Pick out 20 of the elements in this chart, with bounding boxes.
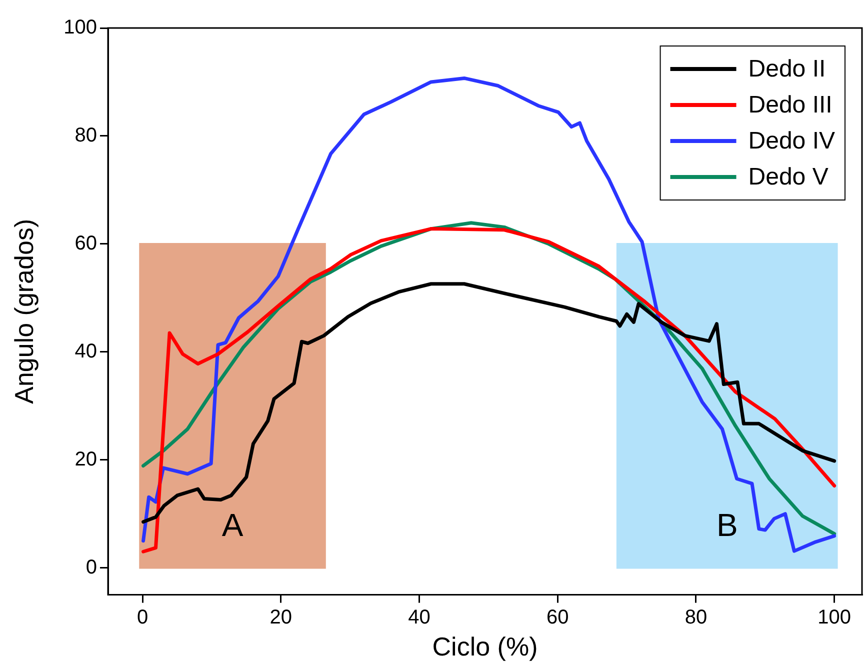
- band-label: A: [222, 506, 244, 543]
- y-tick-label: 20: [74, 448, 97, 470]
- x-tick-label: 40: [408, 606, 430, 628]
- x-tick-label: 60: [546, 606, 569, 628]
- y-tick-label: 0: [86, 556, 97, 578]
- y-tick-label: 40: [74, 340, 97, 362]
- x-tick-label: 0: [137, 606, 148, 628]
- y-tick-label: 80: [74, 124, 97, 146]
- y-tick-label: 100: [64, 16, 97, 39]
- x-tick-label: 20: [270, 606, 292, 628]
- y-axis-title: Angulo (grados): [8, 218, 39, 404]
- x-axis-title: Ciclo (%): [432, 632, 538, 662]
- legend-label: Dedo II: [748, 56, 826, 83]
- legend-label: Dedo V: [748, 164, 828, 191]
- x-tick-label: 80: [684, 606, 708, 628]
- legend-label: Dedo III: [748, 92, 832, 119]
- band-label: B: [716, 506, 738, 543]
- y-tick-label: 60: [74, 232, 97, 254]
- x-tick-label: 100: [818, 606, 852, 628]
- legend-label: Dedo IV: [748, 128, 835, 155]
